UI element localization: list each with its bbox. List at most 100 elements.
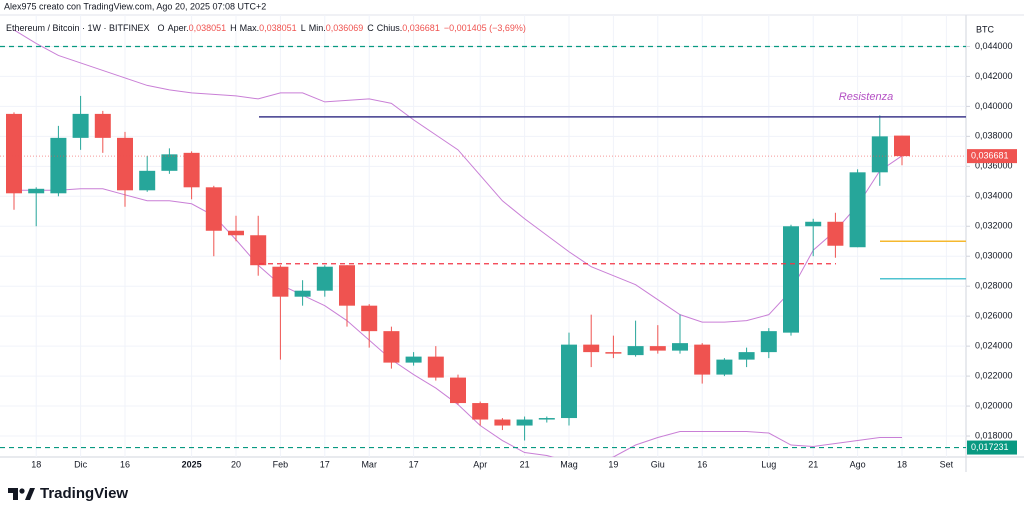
legend-value: 0,038051 — [259, 23, 297, 33]
legend-value: 0,036681 — [402, 23, 440, 33]
candle-body — [649, 346, 666, 351]
candle-body — [228, 230, 244, 236]
candle-body — [561, 344, 577, 419]
x-tick-label: Mar — [361, 459, 377, 469]
candle-body — [139, 170, 156, 191]
candle-body — [72, 113, 89, 138]
y-tick-label: 0,042000 — [975, 71, 1013, 81]
legend-name: Min. — [309, 23, 326, 33]
plot-area — [0, 15, 966, 457]
candle-body — [538, 418, 555, 420]
x-tick-label: 16 — [120, 459, 130, 469]
candle-body — [516, 419, 533, 426]
y-tick-label: 0,028000 — [975, 281, 1013, 291]
y-tick-label: 0,032000 — [975, 221, 1013, 231]
candle-body — [427, 356, 444, 378]
candle-body — [405, 356, 422, 363]
legend-value: 0,038051 — [189, 23, 227, 33]
brand: TradingView — [40, 485, 128, 502]
candle-body — [716, 359, 733, 375]
x-tick-label: Apr — [473, 459, 487, 469]
tradingview-logo: TradingView — [8, 485, 128, 502]
y-tick-label: 0,036000 — [975, 161, 1013, 171]
legend-name: Aper. — [168, 23, 189, 33]
candle-body — [783, 226, 799, 333]
x-tick-label: 21 — [520, 459, 530, 469]
candle-body — [694, 344, 711, 375]
candle-body — [50, 137, 67, 194]
y-tick-label: 0,026000 — [975, 311, 1013, 321]
candle-body — [760, 331, 777, 353]
y-tick-label: 0,044000 — [975, 41, 1013, 51]
candle-body — [339, 265, 355, 306]
candle-body — [672, 343, 688, 351]
candle-body — [627, 346, 644, 356]
y-tick-label: 0,022000 — [975, 370, 1013, 380]
candle-body — [183, 152, 200, 188]
candle-body — [361, 305, 378, 332]
symbol: Ethereum / Bitcoin · 1W · BITFINEX — [6, 23, 150, 33]
x-tick-label: 2025 — [182, 459, 202, 469]
candle-body — [871, 136, 888, 173]
price-label: 0,017231 — [971, 442, 1009, 452]
x-tick-label: Set — [940, 459, 954, 469]
y-tick-label: 0,024000 — [975, 341, 1013, 351]
candle-body — [117, 137, 133, 191]
y-tick-label: 0,038000 — [975, 131, 1013, 141]
x-tick-label: 17 — [409, 459, 419, 469]
band-line — [13, 29, 903, 323]
candle-body — [94, 113, 111, 138]
x-tick-label: 16 — [697, 459, 707, 469]
y-tick-label: 0,040000 — [975, 101, 1013, 111]
candle-body — [583, 344, 600, 353]
legend-key: H — [230, 23, 237, 33]
header: Alex975 creato con TradingView.com, Ago … — [4, 1, 266, 11]
legend-value: 0,036069 — [326, 23, 364, 33]
price-label: 0,036681 — [971, 151, 1009, 161]
candle-body — [472, 403, 489, 420]
y-tick-label: 0,020000 — [975, 400, 1013, 410]
y-tick-label: 0,018000 — [975, 430, 1013, 440]
candle-body — [849, 172, 866, 248]
candle-body — [250, 235, 267, 266]
candle-body — [28, 188, 45, 194]
candle-body — [205, 187, 222, 231]
candle-body — [605, 352, 622, 354]
legend-name: Max. — [240, 23, 260, 33]
x-tick-label: Dic — [74, 459, 87, 469]
candle-body — [272, 266, 289, 297]
legend-key: O — [158, 23, 165, 33]
logo-icon — [25, 488, 35, 500]
x-tick-label: Lug — [761, 459, 776, 469]
x-tick-label: Giu — [651, 459, 665, 469]
x-tick-label: 20 — [231, 459, 241, 469]
logo-icon — [8, 488, 18, 500]
candle-body — [827, 221, 844, 246]
x-tick-label: 17 — [320, 459, 330, 469]
x-tick-label: 19 — [608, 459, 618, 469]
candle-body — [805, 221, 822, 227]
x-tick-label: 18 — [31, 459, 41, 469]
legend-change: −0,001405 (−3,69%) — [444, 23, 526, 33]
candle-body — [161, 154, 178, 171]
legend-key: L — [301, 23, 306, 33]
annotation: Resistenza — [839, 91, 893, 103]
legend: Ethereum / Bitcoin · 1W · BITFINEX O Aper.… — [6, 23, 526, 33]
axis-unit: BTC — [976, 24, 995, 34]
x-tick-label: Ago — [850, 459, 866, 469]
x-tick-label: Mag — [560, 459, 578, 469]
candle-body — [894, 135, 910, 157]
candle-body — [383, 331, 400, 363]
candle-body — [6, 113, 22, 194]
candle-body — [738, 352, 755, 360]
candle-body — [316, 266, 333, 291]
price-label-box — [967, 440, 1017, 455]
candle-body — [294, 290, 311, 297]
legend-name: Chius. — [377, 23, 403, 33]
x-tick-label: 21 — [808, 459, 818, 469]
x-tick-label: 18 — [897, 459, 907, 469]
logo-icon — [19, 488, 25, 494]
candle-body — [494, 419, 511, 426]
